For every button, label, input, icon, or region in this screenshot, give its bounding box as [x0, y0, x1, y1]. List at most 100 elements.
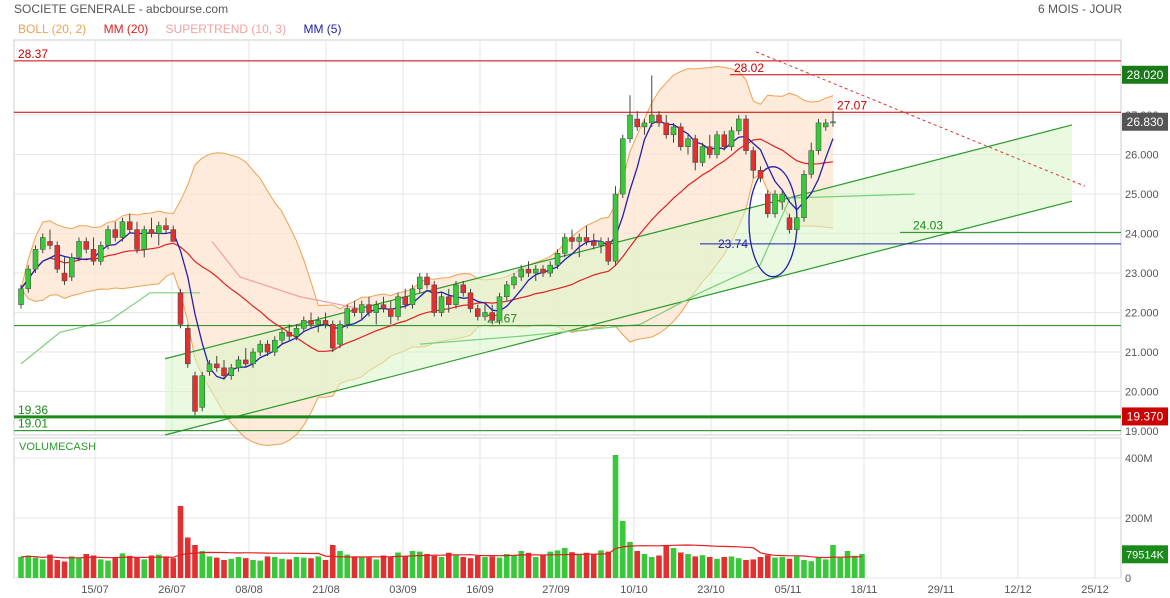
volume-bar [822, 559, 829, 578]
candle-body [243, 359, 249, 365]
volume-bar [438, 557, 445, 578]
supertrend-up-2 [419, 193, 916, 345]
volume-bar [83, 554, 90, 578]
candle-body [228, 367, 234, 377]
volume-bar [677, 552, 684, 578]
legend-mm5[interactable]: MM (5) [303, 22, 342, 36]
volume-bar [837, 557, 844, 578]
volume-bar [743, 560, 749, 578]
indicator-legend: BOLL (20, 2) MM (20) SUPERTREND (10, 3) … [18, 22, 355, 36]
candle-body [750, 150, 756, 171]
x-tick-label: 08/08 [235, 584, 263, 596]
candle-body [815, 122, 822, 151]
candle-body [337, 324, 343, 345]
candle-body [540, 268, 546, 274]
candle-body [496, 296, 503, 321]
volume-bar [293, 557, 300, 578]
volume-bar [619, 521, 626, 578]
badge-19-370-bg [1122, 407, 1168, 426]
volume-bar [105, 560, 111, 578]
volume-bar [134, 557, 140, 578]
volume-bar [170, 558, 177, 578]
candle-body [395, 296, 401, 317]
candle-body [504, 284, 510, 297]
volume-bar [503, 554, 510, 578]
candle-body [61, 272, 68, 282]
volume-bar [808, 561, 815, 578]
candle-body [649, 114, 655, 124]
candle-body [388, 308, 394, 317]
volume-bar [540, 555, 546, 578]
candle-body [322, 320, 329, 325]
y-tick-label: 22.000 [1125, 308, 1159, 320]
x-tick-label: 05/11 [775, 584, 802, 596]
channel-lower-line [164, 200, 1073, 436]
volume-bar [554, 550, 561, 578]
x-tick-label: 12/12 [1004, 584, 1032, 596]
candle-body [518, 268, 524, 278]
volume-bar [489, 556, 496, 578]
volume-bar [648, 557, 655, 578]
volume-bar [279, 558, 285, 578]
level-label: 19.36 [18, 403, 48, 417]
volume-bar [322, 560, 329, 578]
candle-body [547, 264, 553, 274]
volume-bar [605, 551, 612, 578]
volume-bar [228, 558, 235, 578]
volume-bar [213, 557, 220, 578]
level-label: 27.07 [837, 98, 867, 112]
volume-bar [764, 555, 771, 578]
legend-boll[interactable]: BOLL (20, 2) [18, 22, 87, 36]
x-tick-label: 27/09 [542, 584, 570, 596]
badge-last-price: 26.830 [1127, 115, 1164, 129]
volume-bar [308, 558, 314, 578]
volume-bar [670, 548, 677, 578]
volume-bar [68, 556, 75, 578]
volume-last-value: 79514K [1126, 549, 1165, 561]
candle-body [250, 351, 256, 365]
volume-bar [576, 554, 583, 578]
volume-bar [126, 555, 133, 578]
volume-badge-bg [1122, 545, 1168, 564]
volume-bar [692, 556, 699, 578]
volume-title: VOLUMECASH [19, 441, 96, 453]
volume-bar [39, 559, 46, 578]
candle-body [272, 339, 278, 353]
legend-mm20[interactable]: MM (20) [103, 22, 149, 36]
volume-bar [786, 558, 793, 578]
candle-body [18, 288, 24, 305]
candle-body [612, 193, 619, 262]
volume-bar [97, 559, 104, 578]
candle-body [779, 193, 785, 203]
candle-body [699, 146, 706, 163]
candle-body [591, 241, 597, 246]
volume-bar [257, 560, 264, 578]
y-tick-label: 26.000 [1125, 150, 1159, 162]
volume-bar [496, 557, 503, 578]
volume-bar [402, 556, 409, 578]
volume-bar [141, 559, 148, 578]
annotation-23-74: 23.74 [718, 237, 748, 251]
volume-bar [627, 542, 633, 578]
candle-body [148, 229, 155, 234]
candle-body [489, 312, 495, 321]
volume-bar [148, 555, 155, 578]
volume-bar [757, 557, 764, 578]
badge-28-020: 28.020 [1127, 68, 1164, 82]
candle-body [714, 134, 720, 155]
volume-bar [735, 558, 742, 578]
candle-body [163, 225, 169, 230]
legend-supertrend[interactable]: SUPERTREND (10, 3) [165, 22, 287, 36]
volume-bar [569, 552, 575, 578]
volume-bar [685, 554, 691, 578]
candle-body [134, 229, 140, 250]
candle-body [344, 308, 350, 325]
candle-body [475, 308, 481, 317]
candle-body [438, 296, 445, 313]
volume-bar [373, 559, 380, 578]
volume-bar [532, 557, 539, 578]
candle-body [685, 138, 691, 147]
candle-body [257, 343, 263, 353]
candle-body [424, 276, 430, 286]
